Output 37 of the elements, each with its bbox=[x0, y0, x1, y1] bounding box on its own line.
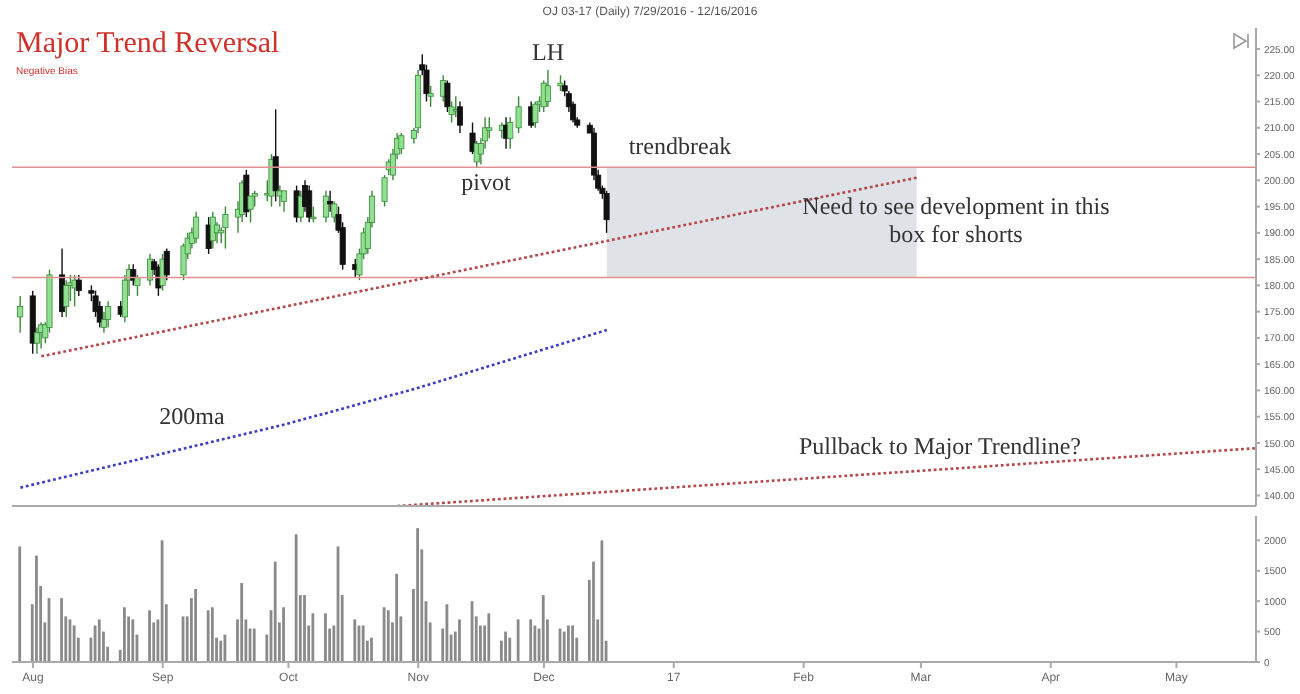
candlestick bbox=[448, 100, 455, 124]
candlestick bbox=[193, 211, 200, 245]
candlestick bbox=[134, 274, 141, 297]
candlestick bbox=[163, 247, 170, 281]
candlestick bbox=[205, 216, 212, 255]
candlestick bbox=[243, 169, 250, 218]
candlestick bbox=[327, 190, 334, 213]
candlestick bbox=[272, 108, 279, 203]
candlestick bbox=[63, 279, 70, 318]
annotation: LH bbox=[530, 38, 566, 68]
candlestick bbox=[515, 95, 522, 134]
candlestick bbox=[444, 79, 451, 113]
candlestick bbox=[281, 190, 288, 213]
candlestick bbox=[469, 121, 476, 155]
candlestick bbox=[456, 100, 463, 134]
line-series bbox=[19, 328, 609, 489]
candlestick bbox=[293, 184, 300, 224]
annotation: Need to see development in this box for shorts bbox=[800, 192, 1112, 250]
annotation: pivot bbox=[459, 168, 513, 198]
candlestick bbox=[75, 274, 82, 297]
annotation: Pullback to Major Trendline? bbox=[797, 432, 1083, 462]
candlestick bbox=[427, 85, 434, 108]
candlestick bbox=[381, 174, 388, 208]
candlestick bbox=[398, 132, 405, 155]
candlestick bbox=[603, 190, 610, 234]
candlestick bbox=[473, 140, 480, 168]
annotation: trendbreak bbox=[626, 132, 734, 162]
candlestick bbox=[544, 69, 551, 108]
candlestick bbox=[159, 253, 166, 292]
candlestick bbox=[71, 274, 78, 308]
candlestick bbox=[105, 300, 112, 329]
candlestick bbox=[29, 289, 36, 355]
annotation: 200ma bbox=[157, 402, 227, 432]
candlestick bbox=[17, 295, 24, 334]
chart-title: Major Trend Reversal bbox=[16, 28, 280, 62]
candlestick bbox=[331, 200, 338, 224]
candlestick bbox=[247, 195, 254, 224]
